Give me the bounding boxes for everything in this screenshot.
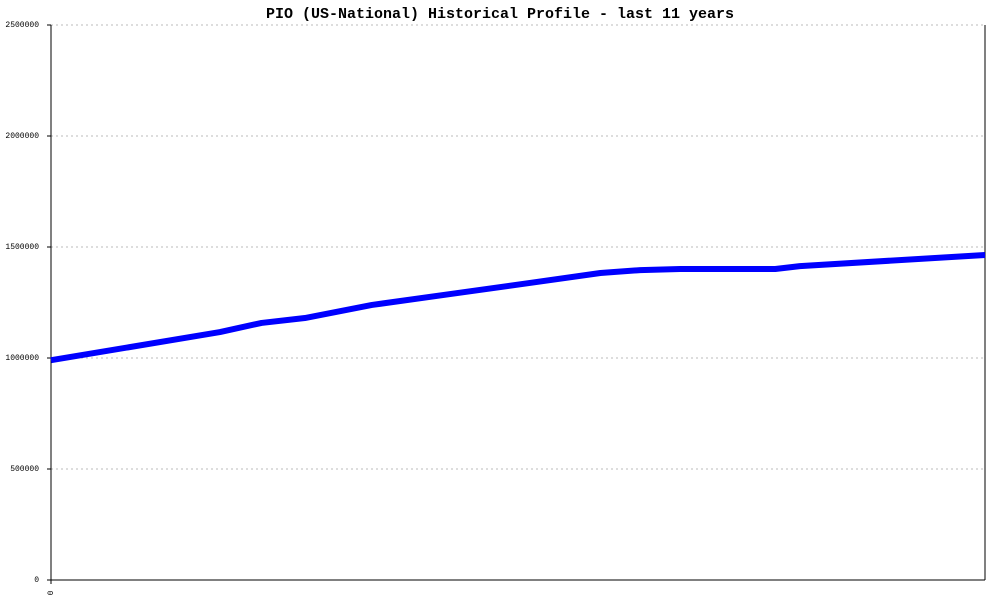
y-tick-label: 2000000 <box>5 132 39 141</box>
y-tick-label: 1500000 <box>5 243 39 252</box>
y-tick-label: 500000 <box>10 465 39 474</box>
y-tick-label: 0 <box>34 576 39 585</box>
chart-title: PIO (US-National) Historical Profile - l… <box>266 6 734 23</box>
x-tick-label: 0 <box>47 590 56 595</box>
line <box>50 251 986 364</box>
y-tick-label: 1000000 <box>5 354 39 363</box>
y-tick-label: 2500000 <box>5 21 39 30</box>
